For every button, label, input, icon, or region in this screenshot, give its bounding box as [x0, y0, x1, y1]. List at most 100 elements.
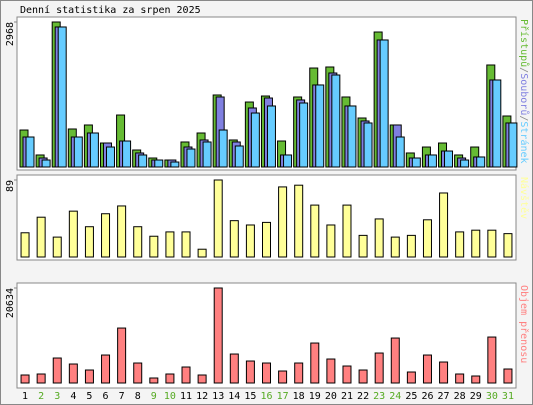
- chart-title: Denní statistika za srpen 2025: [20, 4, 201, 16]
- bar: [202, 141, 212, 168]
- bar: [455, 231, 465, 258]
- bar: [492, 79, 502, 168]
- y-tick-label: 2968: [5, 22, 16, 46]
- bar: [374, 218, 384, 258]
- bar: [105, 146, 115, 168]
- x-tick-label: 15: [244, 391, 256, 402]
- bar: [122, 140, 132, 168]
- bar: [310, 204, 320, 258]
- bar: [41, 159, 51, 168]
- x-tick-label: 7: [119, 391, 125, 402]
- x-tick-label: 1: [22, 391, 28, 402]
- x-tick-label: 13: [212, 391, 224, 402]
- legend: Návštěv: [518, 177, 530, 219]
- bar: [117, 205, 127, 258]
- bar: [149, 235, 159, 258]
- bar: [326, 358, 336, 384]
- bar: [20, 374, 30, 384]
- bar: [342, 365, 352, 384]
- bar: [395, 136, 405, 168]
- x-tick-label: 16: [260, 391, 272, 402]
- bar: [213, 287, 223, 384]
- bar: [229, 353, 239, 384]
- bar: [283, 154, 293, 168]
- bar: [73, 136, 83, 168]
- x-tick-label: 28: [454, 391, 466, 402]
- y-tick-label: 89: [5, 180, 16, 192]
- bar: [165, 373, 175, 384]
- x-tick-label: 8: [135, 391, 141, 402]
- bar: [186, 148, 196, 168]
- bar: [358, 234, 368, 258]
- x-tick-label: 4: [70, 391, 76, 402]
- bar: [170, 161, 180, 168]
- bar: [342, 204, 352, 258]
- legend-separator: /: [518, 115, 529, 121]
- bar: [278, 186, 288, 258]
- bar: [422, 354, 432, 384]
- bar: [52, 357, 62, 384]
- bar: [245, 360, 255, 384]
- bar: [250, 112, 260, 168]
- bar: [427, 154, 437, 168]
- legend: Objem přenosu: [518, 285, 530, 363]
- x-tick-label: 12: [196, 391, 208, 402]
- bar: [476, 156, 486, 168]
- legend-entry: Souborů: [518, 73, 530, 115]
- bar: [133, 226, 143, 258]
- x-tick-label: 2: [38, 391, 44, 402]
- bar: [266, 105, 276, 168]
- x-tick-label: 27: [438, 391, 450, 402]
- x-tick-label: 29: [470, 391, 482, 402]
- x-tick-label: 9: [151, 391, 157, 402]
- bar: [299, 102, 309, 168]
- bar: [487, 336, 497, 384]
- bar: [310, 342, 320, 384]
- bar: [52, 236, 62, 258]
- bar: [262, 362, 271, 384]
- bar: [20, 232, 30, 258]
- bar: [294, 362, 304, 384]
- bar: [406, 234, 416, 258]
- bar: [358, 369, 368, 384]
- bar: [508, 122, 518, 168]
- bar: [439, 361, 449, 384]
- bar: [487, 229, 497, 258]
- bar: [406, 371, 416, 384]
- bar: [294, 184, 304, 258]
- x-tick-label: 14: [228, 391, 240, 402]
- x-tick-label: 17: [277, 391, 289, 402]
- bar: [101, 213, 111, 258]
- bar: [374, 352, 384, 384]
- x-tick-label: 11: [180, 391, 192, 402]
- x-tick-label: 22: [357, 391, 369, 402]
- x-tick-label: 3: [54, 391, 60, 402]
- bar: [245, 224, 255, 258]
- bar: [315, 84, 325, 168]
- x-tick-label: 18: [293, 391, 305, 402]
- bar: [471, 375, 481, 384]
- bar: [57, 26, 67, 168]
- bar: [331, 74, 341, 168]
- bar: [165, 231, 175, 258]
- bar: [149, 377, 159, 384]
- x-tick-label: 25: [405, 391, 417, 402]
- bar: [262, 221, 271, 258]
- bar: [117, 327, 127, 384]
- x-tick-label: 21: [341, 391, 353, 402]
- bar: [154, 159, 164, 168]
- bar: [278, 370, 288, 384]
- legend: Přístupů/Souborů/Stránek: [518, 19, 530, 164]
- bar: [36, 216, 46, 258]
- bar: [439, 192, 449, 258]
- bar: [133, 362, 143, 384]
- bar: [234, 145, 244, 168]
- bar: [455, 373, 465, 384]
- bar: [213, 179, 223, 258]
- bar: [25, 136, 35, 168]
- x-tick-label: 31: [502, 391, 514, 402]
- legend-entry: Stránek: [518, 121, 530, 163]
- bar: [471, 229, 481, 258]
- bar: [197, 374, 207, 384]
